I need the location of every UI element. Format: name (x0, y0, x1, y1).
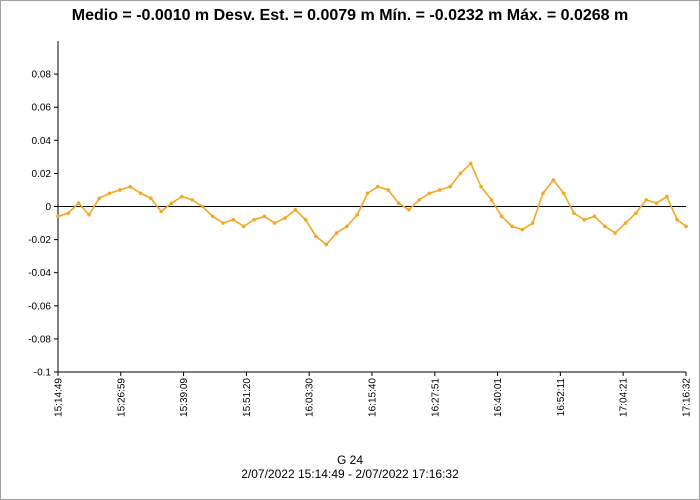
y-tick-label: 0.08 (32, 70, 52, 81)
caption-date-range: 2/07/2022 15:14:49 - 2/07/2022 17:16:32 (241, 467, 459, 481)
data-point (520, 227, 525, 232)
data-point (438, 188, 442, 192)
data-point (541, 191, 545, 196)
y-tick-label: 0 (45, 202, 51, 213)
data-point (231, 217, 236, 222)
data-point (458, 171, 463, 176)
data-point (634, 211, 638, 215)
data-point (572, 211, 576, 215)
data-point (149, 196, 153, 201)
chart-title: Medio = -0.0010 m Desv. Est. = 0.0079 m … (71, 7, 629, 24)
data-point (365, 191, 370, 196)
data-point (221, 221, 225, 225)
data-point (159, 209, 163, 214)
data-point (334, 231, 339, 235)
data-point (479, 184, 483, 189)
y-tick-label: 0.04 (32, 136, 52, 147)
data-point (200, 204, 205, 209)
data-point (262, 214, 267, 219)
data-point (283, 216, 287, 220)
data-point (510, 224, 514, 229)
data-point (118, 188, 122, 192)
data-point (376, 184, 380, 189)
y-tick-label: -0.02 (28, 235, 51, 246)
chart-caption: G 24 2/07/2022 15:14:49 - 2/07/2022 17:1… (0, 453, 700, 481)
y-tick-label: -0.04 (28, 268, 51, 279)
data-point (427, 191, 432, 196)
data-point (107, 191, 112, 196)
data-point (87, 212, 91, 217)
data-point (355, 212, 360, 217)
data-point (180, 194, 184, 199)
data-point (613, 231, 618, 235)
x-tick-label: 16:40:01 (493, 378, 504, 417)
x-tick-label: 16:03:30 (305, 378, 316, 417)
data-point (138, 191, 143, 196)
data-point (241, 224, 246, 229)
data-point (417, 198, 421, 202)
data-point (489, 198, 494, 202)
data-point (551, 178, 556, 182)
data-point (303, 217, 308, 222)
data-point (128, 184, 133, 189)
y-tick-label: -0.1 (34, 368, 52, 379)
y-tick-label: 0.02 (32, 169, 52, 180)
data-point (407, 208, 411, 212)
data-point (386, 188, 391, 192)
y-tick-label: -0.06 (28, 301, 51, 312)
x-tick-label: 15:39:09 (179, 378, 190, 417)
data-point (654, 201, 659, 205)
x-tick-label: 17:16:32 (682, 378, 693, 417)
x-tick-label: 16:27:51 (430, 378, 441, 417)
x-tick-label: 17:04:21 (619, 378, 630, 417)
data-point (665, 194, 669, 199)
data-point (675, 217, 679, 222)
data-point (169, 201, 174, 205)
data-point (293, 208, 298, 212)
x-tick-label: 15:26:59 (116, 378, 127, 417)
data-point (592, 214, 597, 219)
x-tick-label: 16:15:40 (367, 378, 378, 417)
data-point (561, 191, 566, 196)
data-point (582, 217, 587, 222)
x-tick-label: 15:51:20 (242, 378, 253, 417)
data-point (499, 214, 504, 219)
data-point (468, 161, 473, 166)
data-point (644, 198, 648, 202)
data-point (97, 196, 102, 201)
data-point (345, 224, 349, 229)
data-point (190, 198, 194, 202)
data-point (314, 234, 318, 239)
data-point (56, 214, 60, 219)
data-point (396, 201, 401, 205)
caption-label: G 24 (336, 453, 363, 467)
data-point (66, 211, 71, 215)
data-point (448, 184, 452, 189)
x-tick-label: 15:14:49 (54, 378, 65, 417)
data-point (623, 221, 628, 225)
data-point (210, 214, 215, 219)
data-point (684, 224, 688, 229)
series-line (57, 162, 687, 246)
y-tick-label: 0.06 (32, 103, 52, 114)
data-point (252, 217, 256, 222)
x-tick-label: 16:52:11 (556, 378, 567, 417)
data-point (530, 221, 535, 225)
data-point (324, 242, 329, 247)
data-point (76, 201, 81, 205)
y-tick-label: -0.08 (28, 334, 51, 345)
data-point (272, 221, 277, 225)
data-point (603, 224, 607, 229)
